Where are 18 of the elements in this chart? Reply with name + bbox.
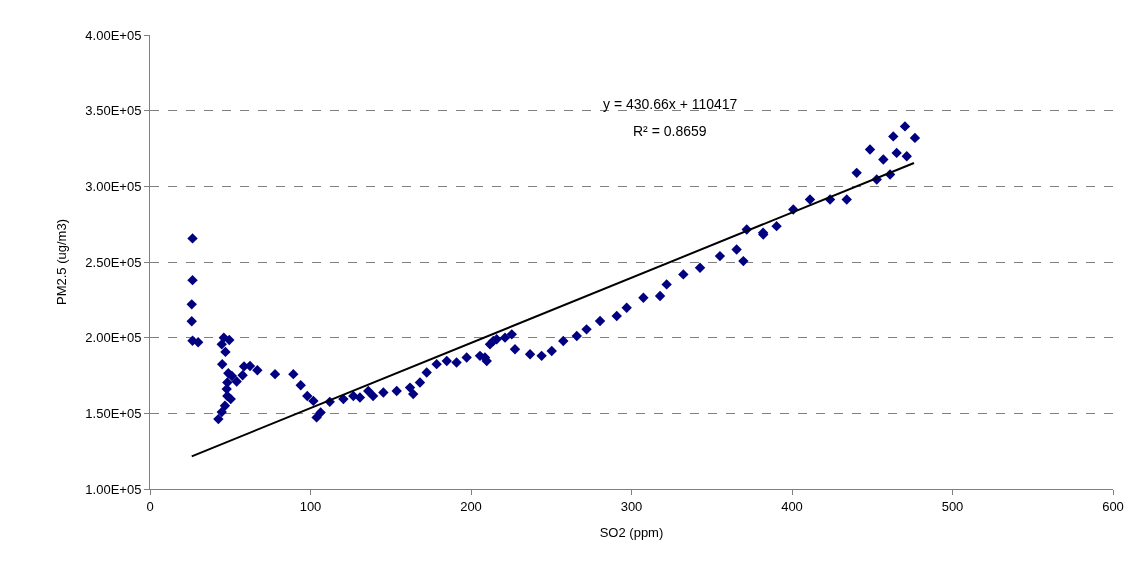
y-tick-label: 4.00E+05 xyxy=(85,27,142,43)
x-tick-label: 400 xyxy=(781,498,803,514)
y-tick-label: 1.00E+05 xyxy=(85,481,142,497)
y-axis-title: PM2.5 (ug/m3) xyxy=(54,219,70,305)
x-axis-title: SO2 (ppm) xyxy=(599,525,664,541)
y-tick-label: 2.00E+05 xyxy=(85,330,142,346)
y-tick-label: 2.50E+05 xyxy=(85,254,142,270)
x-tick-label: 100 xyxy=(299,498,322,514)
x-tick-label: 200 xyxy=(460,498,482,514)
annotation: y = 430.66x + 110417 xyxy=(603,96,738,112)
y-tick-label: 3.00E+05 xyxy=(85,178,142,194)
x-tick-label: 500 xyxy=(941,498,964,514)
x-tick-label: 300 xyxy=(620,498,643,514)
annotation: R² = 0.8659 xyxy=(633,123,707,139)
y-tick-label: 3.50E+05 xyxy=(85,103,142,119)
x-tick-label: 600 xyxy=(1102,498,1124,514)
y-tick-label: 1.50E+05 xyxy=(85,405,142,421)
x-tick-label: 0 xyxy=(146,498,154,514)
